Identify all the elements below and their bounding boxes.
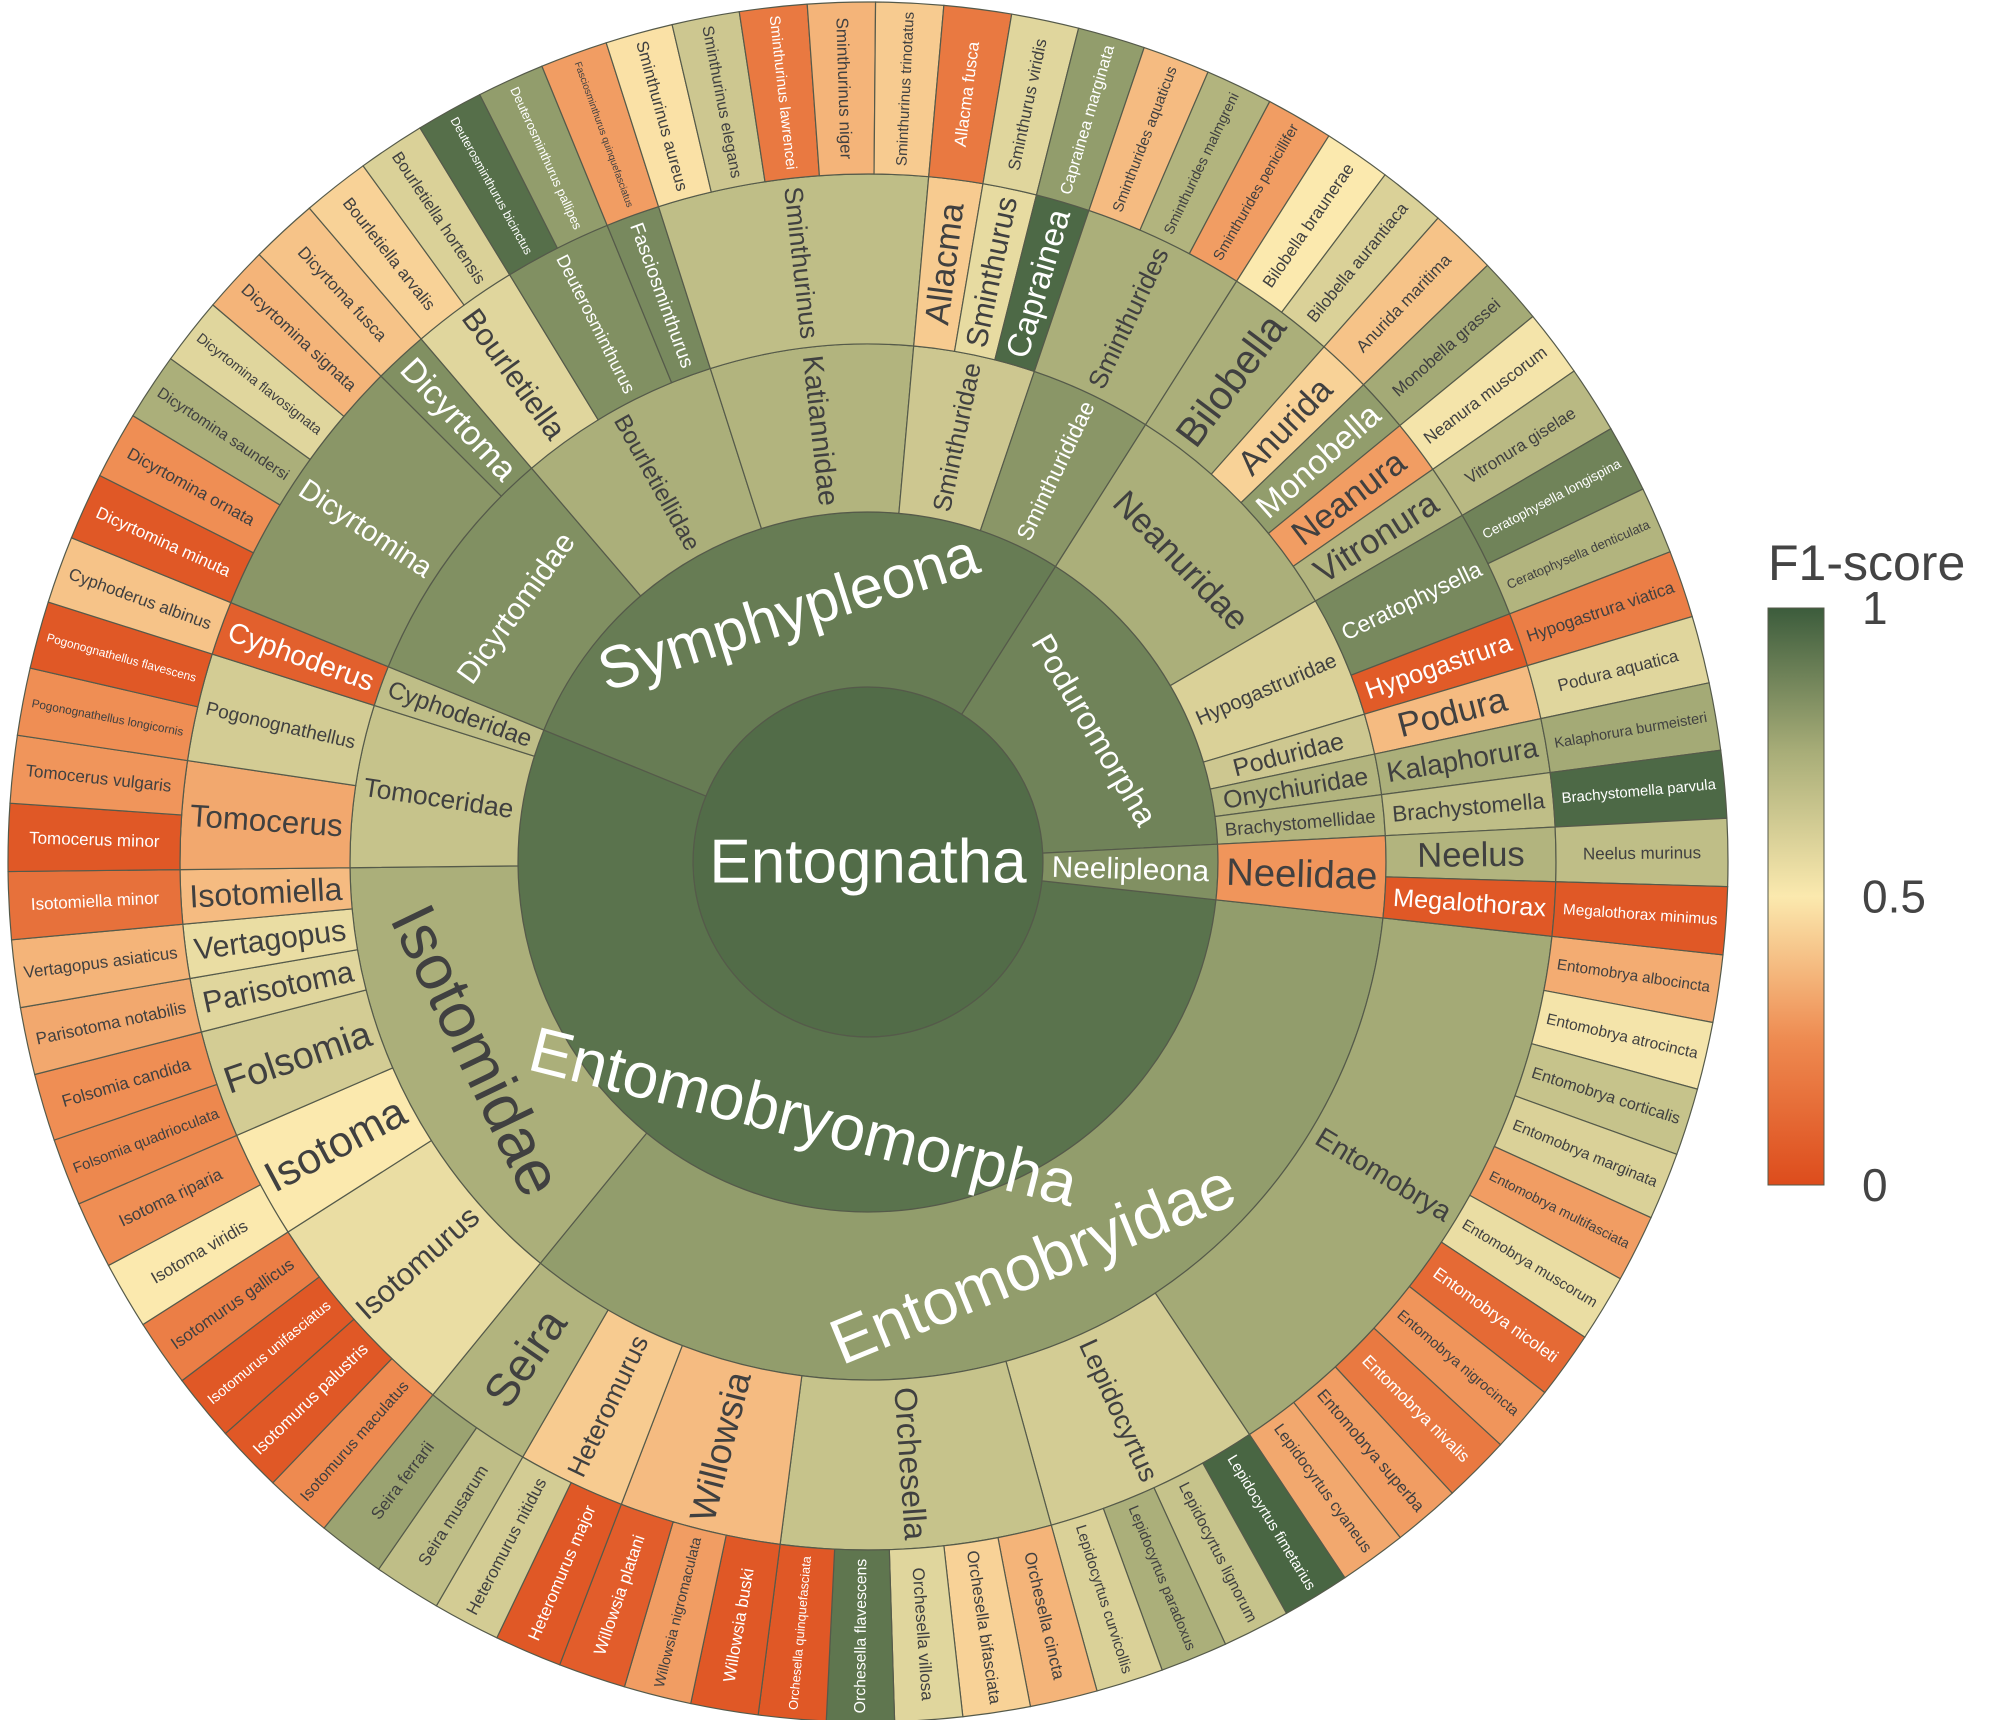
colorbar-tick-label: 0 bbox=[1862, 1159, 1888, 1211]
label-entognatha: Entognatha bbox=[709, 828, 1027, 897]
colorbar: F1-score 10.50 bbox=[1767, 535, 1965, 1211]
label-neelidae: Neelidae bbox=[1226, 851, 1378, 898]
colorbar-gradient bbox=[1767, 607, 1825, 1186]
label-neelus: Neelus bbox=[1417, 836, 1525, 875]
label-orchesella-flavescens: Orchesella flavescens bbox=[852, 1559, 870, 1714]
label-neelipleona: Neelipleona bbox=[1051, 851, 1210, 889]
label-neelus-murinus: Neelus murinus bbox=[1583, 843, 1701, 863]
colorbar-title: F1-score bbox=[1768, 535, 1965, 591]
colorbar-tick-label: 0.5 bbox=[1862, 871, 1926, 923]
colorbar-tick-label: 1 bbox=[1862, 582, 1888, 634]
label-tomocerus-minor: Tomocerus minor bbox=[29, 828, 160, 851]
label-isotomiella: Isotomiella bbox=[189, 871, 344, 915]
colorbar-ticks: 10.50 bbox=[1862, 582, 1926, 1211]
label-sminthurinus-niger: Sminthurinus niger bbox=[832, 17, 855, 160]
segment-megalothorax-minimus[interactable] bbox=[1551, 881, 1729, 956]
